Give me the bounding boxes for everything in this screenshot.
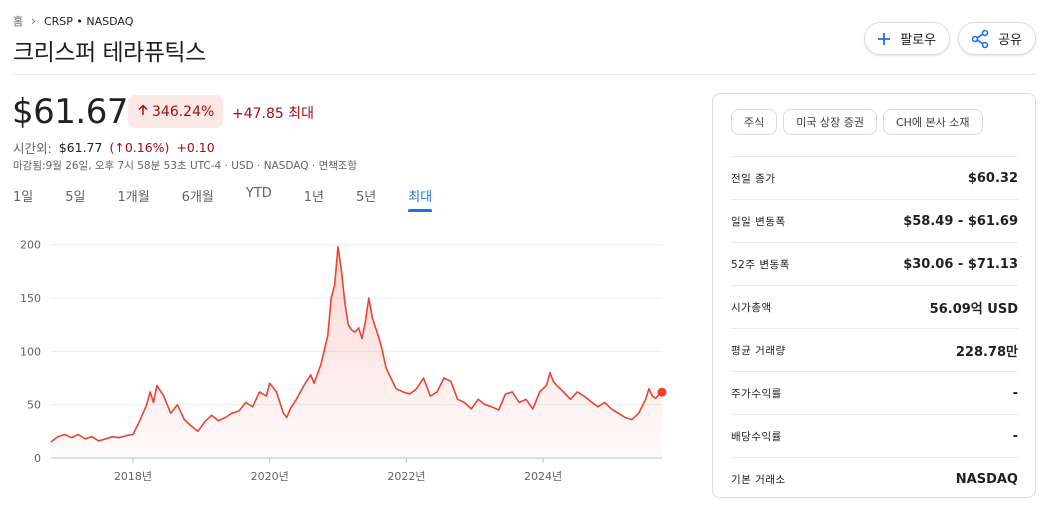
y-tick-label: 200 [20,239,41,252]
stat-value: NASDAQ [955,471,1018,487]
share-button[interactable]: 공유 [958,22,1036,55]
after-hours-change: +0.10 [176,140,215,155]
range-tab[interactable]: 6개월 [181,190,214,205]
range-tab[interactable]: 1년 [303,190,325,205]
category-chips: 주식 미국 상장 증권 CH에 본사 소재 [731,109,983,135]
stats-list: 전일 종가 $60.32 일일 변동폭 $58.49 - $61.69 52주 변동폭 $… [731,156,1018,500]
share-label: 공유 [998,33,1022,48]
breadcrumb-home[interactable]: 홈 [13,15,24,28]
stat-label: 배당수익률 [731,430,782,443]
y-tick-label: 50 [27,399,41,412]
category-chip[interactable]: 미국 상장 증권 [783,109,877,135]
share-icon [970,29,990,49]
after-hours-percent: (↑0.16%) [109,140,170,155]
stat-label: 주가수익률 [731,387,782,400]
breadcrumb: 홈 › CRSP • NASDAQ [13,13,133,29]
range-tab[interactable]: 최대 [408,184,432,212]
after-hours-label: 시간외: [13,141,52,156]
follow-label: 팔로우 [900,33,937,48]
stat-label: 기본 거래소 [731,473,786,486]
stat-row: 일일 변동폭 $58.49 - $61.69 [731,199,1018,242]
stat-row: 52주 변동폭 $30.06 - $71.13 [731,242,1018,285]
stat-row: 전일 종가 $60.32 [731,156,1018,199]
stat-value: $58.49 - $61.69 [903,213,1018,229]
change-percent-badge: 346.24% [128,95,224,128]
y-tick-label: 100 [20,345,41,358]
stat-row: 기본 거래소 NASDAQ [731,457,1018,500]
category-chip[interactable]: CH에 본사 소재 [882,109,983,135]
page-title: 크리스퍼 테라퓨틱스 [13,40,206,66]
stat-value: $60.32 [967,170,1018,186]
stat-row: 시가총액 56.09억 USD [731,285,1018,328]
after-hours-quote: 시간외: $61.77 (↑0.16%) +0.10 [13,138,215,157]
stat-label: 일일 변동폭 [731,215,786,228]
stat-value: 228.78만 [955,344,1018,360]
stat-label: 52주 변동폭 [731,258,790,271]
plus-icon [876,31,892,47]
change-absolute: +47.85 최대 [232,106,315,122]
stat-row: 배당수익률 - [731,414,1018,457]
y-tick-label: 150 [20,292,41,305]
stat-value: - [1012,428,1018,444]
stat-value: 56.09억 USD [929,301,1018,317]
stat-label: 시가총액 [731,301,772,314]
stat-row: 주가수익률 - [731,371,1018,414]
x-tick-label: 2024년 [524,470,562,483]
market-status-meta: 마감됨:9월 26일, 오후 7시 58분 53초 UTC-4 · USD · … [13,160,358,172]
x-tick-label: 2018년 [114,470,152,483]
arrow-up-icon [137,103,149,120]
header-divider [13,74,1036,75]
price-area-fill [51,246,662,458]
stat-label: 평균 거래량 [731,344,786,357]
stat-row: 평균 거래량 228.78만 [731,328,1018,371]
stat-value: - [1012,385,1018,401]
price-chart[interactable]: 0 50 100 150 200 2018년 2020년 2022년 2024년 [0,220,680,490]
range-tab[interactable]: 1일 [13,190,34,205]
range-tabs: 1일 5일 1개월 6개월 YTD 1년 5년 최대 [13,184,464,212]
x-tick-label: 2020년 [251,470,289,483]
range-tab[interactable]: YTD [245,186,272,201]
key-stats-card: 주식 미국 상장 증권 CH에 본사 소재 전일 종가 $60.32 일일 변동폭 $58… [712,93,1036,498]
current-price-dot [657,387,667,397]
range-tab[interactable]: 5년 [356,190,377,205]
chevron-right-icon: › [31,14,36,28]
top-actions: 팔로우 공유 [864,22,1036,55]
range-tab[interactable]: 1개월 [117,190,150,205]
stat-value: $30.06 - $71.13 [903,256,1018,272]
change-percent: 346.24% [152,103,215,120]
x-tick-label: 2022년 [387,470,425,483]
range-tab[interactable]: 5일 [65,190,86,205]
current-price: $61.67 [12,92,128,132]
price-line [50,246,663,443]
follow-button[interactable]: 팔로우 [864,22,951,55]
after-hours-price: $61.77 [58,140,103,155]
stat-label: 전일 종가 [731,172,776,185]
category-chip[interactable]: 주식 [731,109,778,135]
breadcrumb-current: CRSP • NASDAQ [43,14,134,28]
y-tick-label: 0 [34,452,41,465]
